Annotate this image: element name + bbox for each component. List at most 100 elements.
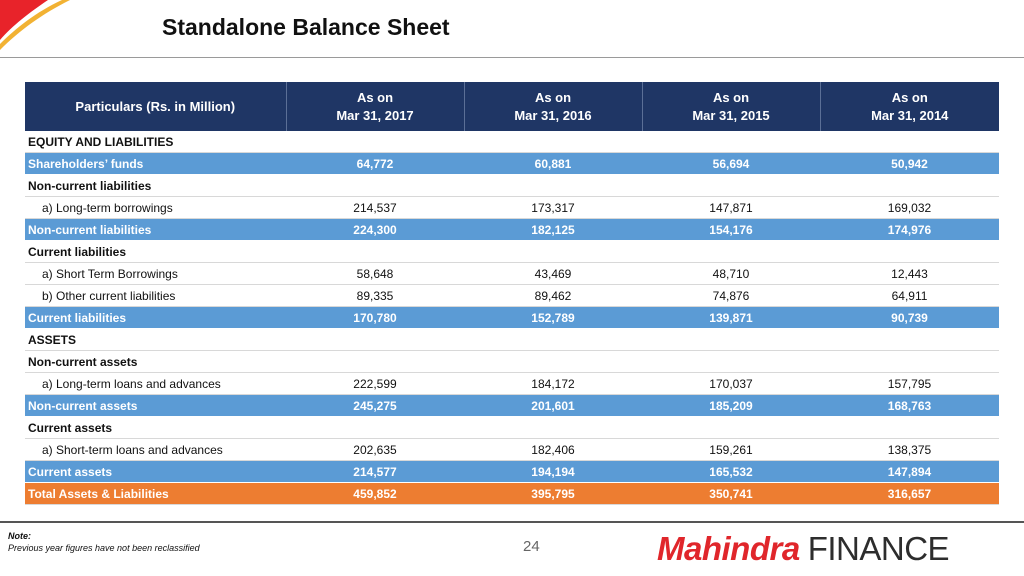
value-cell: 350,741 (642, 482, 820, 505)
value-cell: 201,601 (464, 394, 642, 417)
value-cell (642, 350, 820, 373)
value-cell: 395,795 (464, 482, 642, 505)
value-cell (642, 240, 820, 263)
subtotal-row: Non-current liabilities 224,300 182,125 154… (25, 218, 999, 241)
value-cell: 58,648 (286, 262, 464, 285)
value-cell (286, 131, 464, 153)
row-label: EQUITY AND LIABILITIES (25, 131, 286, 153)
column-header-2014: As on Mar 31, 2014 (820, 82, 999, 131)
column-header-line2: Mar 31, 2014 (871, 107, 949, 123)
row-label: b) Other current liabilities (25, 284, 286, 307)
value-cell (820, 240, 999, 263)
column-header-2017: As on Mar 31, 2017 (286, 82, 465, 131)
column-header-line2: Mar 31, 2015 (692, 107, 770, 123)
value-cell: 170,780 (286, 306, 464, 329)
line-item-row: a) Short-term loans and advances 202,635 1… (25, 438, 999, 461)
value-cell: 43,469 (464, 262, 642, 285)
logo-finance-text: FINANCE (807, 530, 950, 567)
value-cell: 154,176 (642, 218, 820, 241)
value-cell: 64,772 (286, 152, 464, 175)
balance-sheet-table: Particulars (Rs. in Million) As on Mar 3… (25, 82, 999, 505)
total-row: Total Assets & Liabilities 459,852 395,795… (25, 482, 999, 505)
value-cell: 214,537 (286, 196, 464, 219)
value-cell: 12,443 (820, 262, 999, 285)
value-cell: 224,300 (286, 218, 464, 241)
subtotal-row: Current liabilities 170,780 152,789 139,871… (25, 306, 999, 329)
value-cell: 168,763 (820, 394, 999, 417)
value-cell: 316,657 (820, 482, 999, 505)
value-cell: 159,261 (642, 438, 820, 461)
section-row: Non-current liabilities (25, 174, 999, 197)
value-cell: 157,795 (820, 372, 999, 395)
row-label: Current assets (25, 460, 286, 483)
section-row: Current assets (25, 416, 999, 439)
value-cell: 89,335 (286, 284, 464, 307)
value-cell (286, 174, 464, 197)
value-cell (464, 131, 642, 153)
value-cell (642, 328, 820, 351)
column-header-2015: As on Mar 31, 2015 (642, 82, 821, 131)
footer-divider (0, 521, 1024, 523)
value-cell: 169,032 (820, 196, 999, 219)
value-cell: 194,194 (464, 460, 642, 483)
row-label: Non-current liabilities (25, 174, 286, 197)
value-cell (820, 350, 999, 373)
line-item-row: a) Short Term Borrowings 58,648 43,469 48,7… (25, 262, 999, 285)
value-cell (464, 350, 642, 373)
value-cell: 174,976 (820, 218, 999, 241)
row-label: Total Assets & Liabilities (25, 482, 286, 505)
row-label: Non-current liabilities (25, 218, 286, 241)
section-row: EQUITY AND LIABILITIES (25, 131, 999, 153)
row-label: a) Long-term borrowings (25, 196, 286, 219)
value-cell: 184,172 (464, 372, 642, 395)
value-cell (642, 131, 820, 153)
page-title: Standalone Balance Sheet (162, 14, 450, 40)
value-cell (820, 174, 999, 197)
value-cell: 222,599 (286, 372, 464, 395)
row-label: Current assets (25, 416, 286, 439)
row-label: Non-current assets (25, 394, 286, 417)
subtotal-row: Current assets 214,577 194,194 165,532 147,8… (25, 460, 999, 483)
column-header-line1: As on (891, 89, 928, 105)
value-cell: 147,894 (820, 460, 999, 483)
value-cell: 74,876 (642, 284, 820, 307)
value-cell: 185,209 (642, 394, 820, 417)
column-header-line2: Mar 31, 2016 (514, 107, 592, 123)
page-number: 24 (523, 538, 540, 555)
column-header-line1: As on (712, 89, 750, 105)
column-header-line1: As on (356, 89, 394, 105)
value-cell (286, 240, 464, 263)
column-header-line2: Mar 31, 2017 (336, 107, 414, 123)
row-label: Shareholders’ funds (25, 152, 286, 175)
value-cell (642, 174, 820, 197)
row-label: a) Short-term loans and advances (25, 438, 286, 461)
row-label: a) Short Term Borrowings (25, 262, 286, 285)
title-divider (0, 57, 1024, 58)
mahindra-finance-logo: Mahindra FINANCE (657, 530, 950, 567)
row-label: a) Long-term loans and advances (25, 372, 286, 395)
row-label: Non-current assets (25, 350, 286, 373)
value-cell: 60,881 (464, 152, 642, 175)
corner-swoosh-graphic (0, 0, 70, 50)
section-row: Current liabilities (25, 240, 999, 263)
line-item-row: a) Long-term borrowings 214,537 173,317 147… (25, 196, 999, 219)
subtotal-row: Shareholders’ funds 64,772 60,881 56,694 50,… (25, 152, 999, 175)
section-row: ASSETS (25, 328, 999, 351)
note-text: Previous year figures have not been recl… (8, 543, 200, 553)
value-cell: 64,911 (820, 284, 999, 307)
row-label: ASSETS (25, 328, 286, 351)
value-cell (820, 328, 999, 351)
value-cell: 165,532 (642, 460, 820, 483)
table-body: EQUITY AND LIABILITIES Shareholders’ fund… (25, 131, 999, 505)
value-cell (642, 416, 820, 439)
subtotal-row: Non-current assets 245,275 201,601 185,209 1… (25, 394, 999, 417)
value-cell (464, 174, 642, 197)
value-cell: 170,037 (642, 372, 820, 395)
line-item-row: a) Long-term loans and advances 222,599 18… (25, 372, 999, 395)
value-cell: 90,739 (820, 306, 999, 329)
value-cell: 202,635 (286, 438, 464, 461)
value-cell: 459,852 (286, 482, 464, 505)
column-header-line1: As on (534, 89, 572, 105)
value-cell: 138,375 (820, 438, 999, 461)
value-cell: 182,406 (464, 438, 642, 461)
